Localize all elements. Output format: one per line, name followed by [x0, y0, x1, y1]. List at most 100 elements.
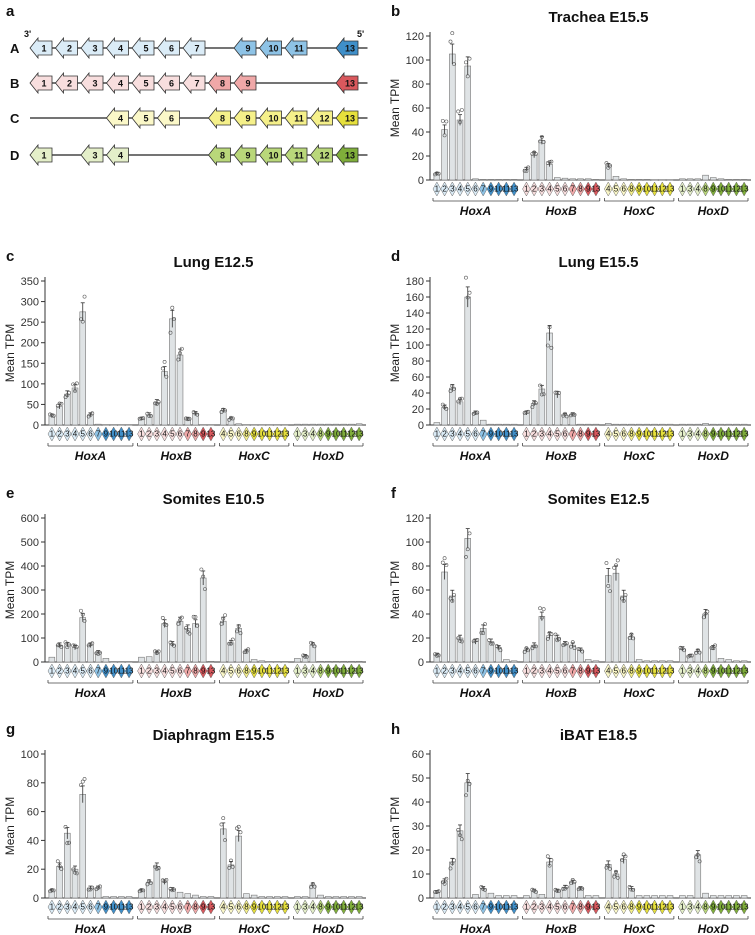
- data-point: [433, 890, 437, 894]
- bar-D11: [725, 659, 732, 663]
- bar-D9: [325, 423, 332, 426]
- data-point: [526, 409, 531, 414]
- gene-marker-label: 13: [281, 430, 290, 439]
- y-tick-label: 120: [406, 324, 424, 336]
- gene-marker-label: 1: [295, 430, 300, 439]
- bar-C5: [612, 423, 620, 426]
- data-point: [184, 416, 188, 421]
- bar-A11: [503, 179, 510, 181]
- gene-marker-label: 8: [193, 430, 198, 439]
- panel-label: e: [6, 485, 14, 502]
- gene-marker-label: 5: [81, 903, 86, 912]
- bar-C6: [235, 423, 242, 426]
- cluster-label-A: HoxA: [75, 449, 106, 463]
- gene-marker: [665, 663, 675, 679]
- gene-marker: [124, 899, 134, 915]
- gene-marker-label: 8: [629, 667, 634, 676]
- data-point: [170, 305, 175, 310]
- gene-marker-label: 9: [252, 430, 257, 439]
- cluster-label-D: HoxD: [698, 204, 730, 218]
- gene-marker: [354, 899, 364, 915]
- bar-B6: [561, 177, 569, 181]
- gene-marker-label: 6: [621, 430, 626, 439]
- data-point: [51, 888, 56, 893]
- data-point: [545, 637, 550, 641]
- data-point: [623, 593, 628, 597]
- data-point: [629, 632, 634, 637]
- data-point: [141, 888, 146, 893]
- bar-C12: [274, 896, 281, 899]
- gene-marker-label: 1: [435, 430, 440, 439]
- data-point: [619, 596, 624, 601]
- data-point: [230, 865, 235, 869]
- gene-marker-label: 12: [347, 430, 356, 439]
- data-point: [98, 884, 102, 889]
- gene-marker-label: 5: [229, 667, 234, 676]
- gene-arrow: [233, 36, 257, 60]
- panel-c: c Lung E12.5 Mean TPM 0 50 100 150 200 250 300 350…: [3, 248, 366, 463]
- data-point: [464, 793, 468, 798]
- bar-B7: [569, 178, 576, 181]
- gene-arrow: [335, 36, 359, 60]
- bar-A5: [79, 617, 86, 663]
- gene-marker-label: 1: [435, 185, 440, 194]
- gene-marker-label: 4: [696, 185, 701, 194]
- gene-marker-label: 6: [563, 185, 568, 194]
- gene-number: 9: [245, 44, 250, 54]
- end-3prime-label: 3': [24, 29, 31, 39]
- data-point: [458, 638, 462, 643]
- bar-D9: [325, 660, 332, 663]
- gene-arrow: [233, 71, 257, 95]
- bar-C13: [666, 423, 674, 426]
- gene-marker-label: 13: [355, 903, 364, 912]
- data-point: [162, 622, 167, 626]
- gene-marker-label: 9: [586, 667, 591, 676]
- data-point: [65, 645, 70, 650]
- data-point: [80, 319, 85, 324]
- gene-number: 4: [118, 114, 123, 124]
- panel-label: c: [6, 248, 14, 265]
- data-point: [238, 830, 243, 835]
- data-point: [57, 401, 62, 406]
- data-point: [221, 616, 226, 621]
- data-point: [149, 414, 153, 418]
- gene-marker-label: 12: [347, 903, 356, 912]
- data-point: [547, 160, 552, 164]
- cluster-label-B: HoxB: [545, 449, 577, 463]
- data-point: [456, 399, 461, 404]
- data-point: [172, 317, 177, 321]
- data-point: [459, 837, 464, 842]
- data-point: [570, 640, 575, 645]
- gene-marker: [509, 663, 519, 679]
- gene-marker-label: 11: [725, 903, 734, 912]
- data-point: [444, 563, 449, 567]
- gene-arrow: [258, 106, 282, 130]
- gene-marker: [591, 426, 601, 442]
- bar-B5: [169, 318, 176, 426]
- y-tick-label: 20: [412, 151, 424, 163]
- bar-C10: [643, 660, 651, 663]
- gene-marker-label: 4: [73, 903, 78, 912]
- gene-marker-label: 10: [642, 903, 651, 912]
- gene-number: 4: [118, 44, 123, 54]
- gene-marker: [665, 181, 675, 197]
- y-tick-label: 60: [412, 749, 424, 761]
- data-point: [705, 609, 710, 614]
- gene-marker-label: 11: [502, 430, 511, 439]
- bar-B8: [192, 894, 199, 899]
- bar-B8: [577, 178, 584, 181]
- bar-D10: [332, 423, 340, 426]
- gene-marker-label: 10: [494, 667, 503, 676]
- y-tick-label: 50: [412, 773, 424, 785]
- bar-A9: [487, 892, 495, 899]
- data-point: [71, 867, 76, 872]
- gene-number: 3: [92, 79, 97, 89]
- data-point: [530, 405, 535, 410]
- data-point: [178, 618, 182, 623]
- data-point: [219, 822, 224, 827]
- cluster-label-D: HoxD: [313, 449, 345, 463]
- data-point: [448, 596, 453, 601]
- bar-C9: [635, 179, 643, 181]
- schematic-row-label: A: [10, 41, 20, 56]
